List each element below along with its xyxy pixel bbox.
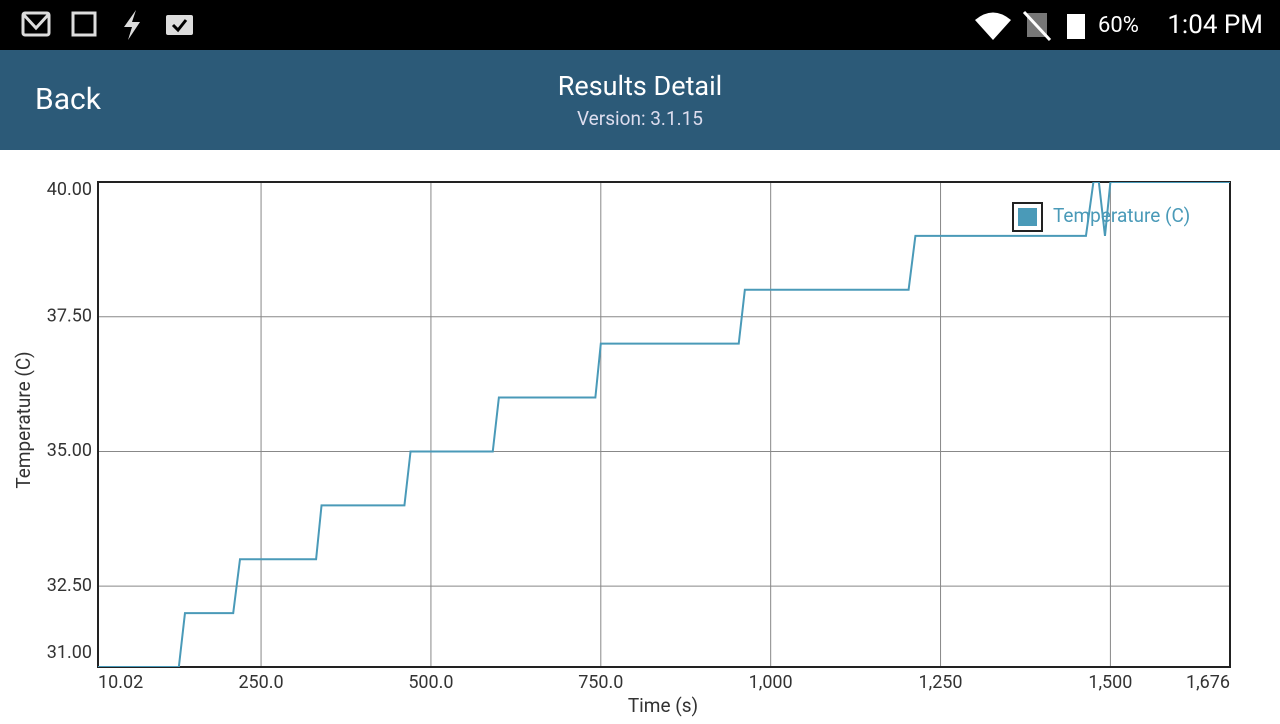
image-icon	[71, 11, 97, 37]
battery-icon	[1067, 14, 1085, 39]
header	[0, 50, 1280, 150]
y-axis-label: Temperature (C)	[12, 351, 35, 488]
status-bar	[0, 0, 1280, 50]
wifi-icon	[975, 12, 1011, 40]
y-tick-label: 37.50	[47, 305, 92, 326]
x-tick-label: 1,000	[749, 672, 793, 693]
case-icon	[166, 15, 193, 35]
y-tick-label: 32.50	[47, 575, 92, 596]
y-tick-label: 31.00	[47, 642, 92, 663]
x-tick-label: 500.0	[408, 672, 453, 693]
flash-icon	[124, 10, 140, 40]
plot-border	[97, 181, 1231, 668]
x-tick-label: 1,500	[1088, 672, 1132, 693]
x-tick-label: 250.0	[238, 672, 283, 693]
legend-swatch	[1018, 208, 1037, 226]
clock: 1:04 PM	[1167, 10, 1263, 40]
x-tick-label: 750.0	[578, 672, 623, 693]
back-button[interactable]: Back	[35, 82, 102, 117]
sim-icon	[1022, 10, 1052, 42]
x-tick-label: 1,250	[919, 672, 963, 693]
mail-icon	[21, 11, 51, 37]
legend-label: Temperature (C)	[1053, 204, 1190, 227]
chart: 31.00 32.50 35.00 37.50 40.00 10.02 250.0 500.0…	[12, 179, 1231, 717]
case-icon	[171, 19, 188, 33]
x-tick-label: 10.02	[98, 672, 143, 693]
status-icons	[21, 10, 1085, 42]
x-axis-label: Time (s)	[628, 694, 698, 717]
header-title: Results Detail	[558, 70, 723, 102]
y-tick-label: 35.00	[47, 440, 92, 461]
header-subtitle: Version: 3.1.15	[577, 107, 703, 130]
data-line	[98, 182, 1230, 667]
battery-level: 60%	[1098, 13, 1139, 38]
x-tick-label: 1,676	[1186, 672, 1230, 693]
mail-icon	[22, 13, 50, 31]
y-tick-label: 40.00	[47, 179, 92, 200]
